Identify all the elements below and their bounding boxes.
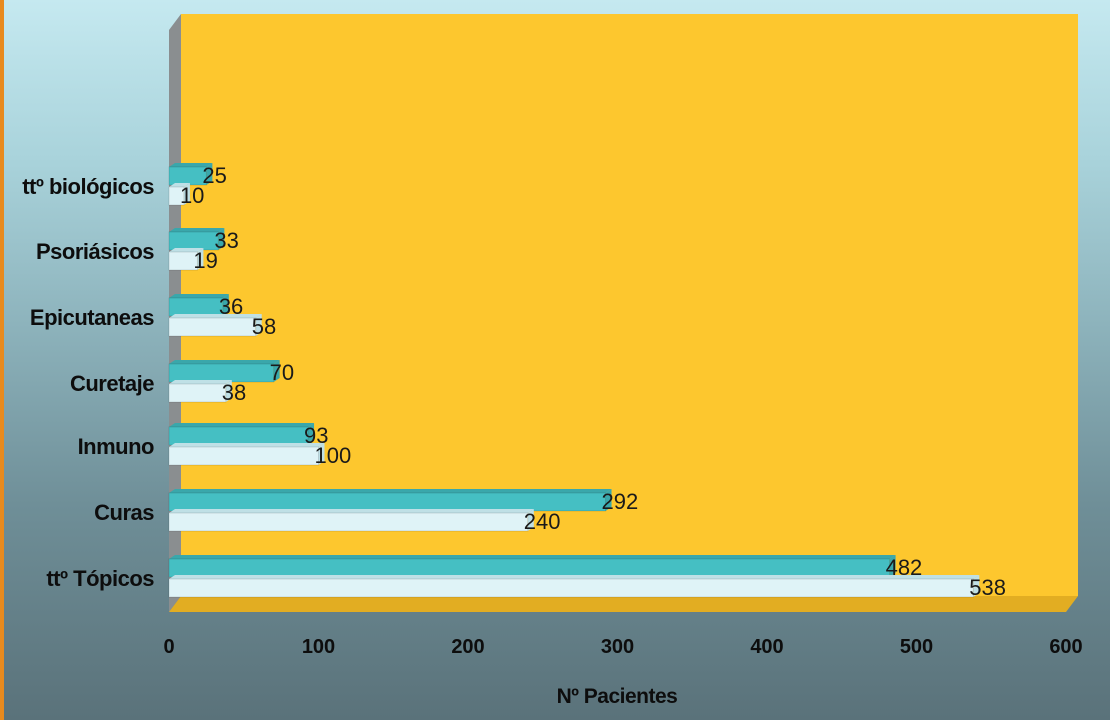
bar-series-2 bbox=[168, 183, 190, 206]
data-label-series-1: 93 bbox=[304, 423, 328, 448]
bar-series-2-top bbox=[169, 509, 534, 513]
bar-series-1-end bbox=[273, 360, 280, 382]
bar-series-2-end bbox=[527, 509, 534, 531]
bar-series-1-top bbox=[169, 294, 229, 298]
bar-series-1 bbox=[168, 423, 315, 446]
bars-group bbox=[168, 163, 980, 598]
bar-series-1-front bbox=[168, 426, 309, 446]
x-tick-label: 0 bbox=[163, 636, 174, 658]
bar-series-2 bbox=[168, 443, 325, 466]
bar-series-2-end bbox=[197, 248, 204, 270]
bar-series-2-top bbox=[169, 248, 204, 252]
bar-series-1-end bbox=[605, 489, 612, 511]
bar-series-2-top bbox=[169, 380, 232, 384]
x-tick-label: 500 bbox=[900, 636, 933, 658]
x-tick-label: 300 bbox=[601, 636, 634, 658]
bar-series-1-top bbox=[169, 360, 280, 364]
bar-series-2-end bbox=[225, 380, 232, 402]
bar-series-1-top bbox=[169, 228, 225, 232]
bar-series-2-front bbox=[168, 578, 974, 598]
category-labels: ttº biológicos Psoriásicos Epicutaneas Cure… bbox=[22, 174, 155, 591]
bar-series-2 bbox=[168, 380, 232, 403]
data-label-series-2: 100 bbox=[315, 443, 352, 468]
bar-series-1-front bbox=[168, 297, 224, 317]
bar-series-1 bbox=[168, 555, 896, 578]
x-tick-label: 600 bbox=[1049, 636, 1082, 658]
bar-series-2-end bbox=[255, 314, 262, 336]
bar-series-1-top bbox=[169, 423, 315, 427]
bar-series-1 bbox=[168, 489, 612, 512]
category-label: Psoriásicos bbox=[36, 239, 154, 264]
bar-series-2-top bbox=[169, 314, 262, 318]
bar-series-2-end bbox=[318, 443, 325, 465]
data-label-series-1: 25 bbox=[202, 163, 226, 188]
plot-floor bbox=[169, 596, 1078, 612]
x-tick-label: 400 bbox=[750, 636, 783, 658]
data-label-series-1: 482 bbox=[886, 555, 923, 580]
bar-series-2-front bbox=[168, 186, 185, 206]
data-label-series-2: 240 bbox=[524, 509, 561, 534]
data-label-series-2: 38 bbox=[222, 380, 246, 405]
bar-series-2-front bbox=[168, 317, 257, 337]
data-label-series-1: 36 bbox=[219, 294, 243, 319]
bar-series-1 bbox=[168, 360, 280, 383]
data-label-series-2: 538 bbox=[969, 575, 1006, 600]
plot-back-wall bbox=[181, 14, 1078, 596]
category-label: ttº Tópicos bbox=[46, 566, 154, 591]
bar-series-1-top bbox=[169, 163, 213, 167]
bar-series-1-top bbox=[169, 555, 896, 559]
category-label: Inmuno bbox=[78, 434, 154, 459]
data-label-series-1: 70 bbox=[270, 360, 294, 385]
x-tick-label: 200 bbox=[451, 636, 484, 658]
x-axis-title: Nº Pacientes bbox=[557, 685, 678, 708]
bar-series-1-end bbox=[222, 294, 229, 316]
bar-series-1-end bbox=[218, 228, 225, 250]
bar-series-2 bbox=[168, 575, 980, 598]
bar-series-1-end bbox=[889, 555, 896, 577]
bar-series-2-end bbox=[183, 183, 190, 205]
data-label-series-2: 10 bbox=[180, 183, 204, 208]
bar-series-1-top bbox=[169, 489, 612, 493]
data-label-series-2: 58 bbox=[252, 314, 276, 339]
bar-series-1 bbox=[168, 163, 213, 186]
category-label: Epicutaneas bbox=[30, 305, 154, 330]
category-label: Curas bbox=[94, 500, 154, 525]
bar-series-2 bbox=[168, 314, 262, 337]
data-label-series-1: 292 bbox=[602, 489, 639, 514]
bar-series-2-top bbox=[169, 183, 190, 187]
bar-series-1 bbox=[168, 294, 229, 317]
bar-series-1-front bbox=[168, 558, 891, 578]
bar-series-2-front bbox=[168, 512, 529, 532]
x-tick-labels: 0 100 200 300 400 500 600 bbox=[163, 636, 1082, 658]
bar-series-2-top bbox=[169, 575, 980, 579]
bar-series-2-front bbox=[168, 383, 227, 403]
bar-series-2 bbox=[168, 248, 204, 271]
category-label: Curetaje bbox=[70, 371, 154, 396]
left-accent-edge bbox=[0, 0, 4, 720]
x-tick-label: 100 bbox=[302, 636, 335, 658]
data-label-series-1: 33 bbox=[214, 228, 238, 253]
bar-series-2-end bbox=[973, 575, 980, 597]
bar-series-1 bbox=[168, 228, 225, 251]
bar-series-2 bbox=[168, 509, 534, 532]
bar-series-1-end bbox=[206, 163, 213, 185]
bar-series-1-end bbox=[308, 423, 315, 445]
bar-series-2-front bbox=[168, 446, 319, 466]
data-label-series-2: 19 bbox=[193, 248, 217, 273]
bar-series-2-front bbox=[168, 251, 198, 271]
bar-series-2-top bbox=[169, 443, 325, 447]
category-label: ttº biológicos bbox=[22, 174, 154, 199]
